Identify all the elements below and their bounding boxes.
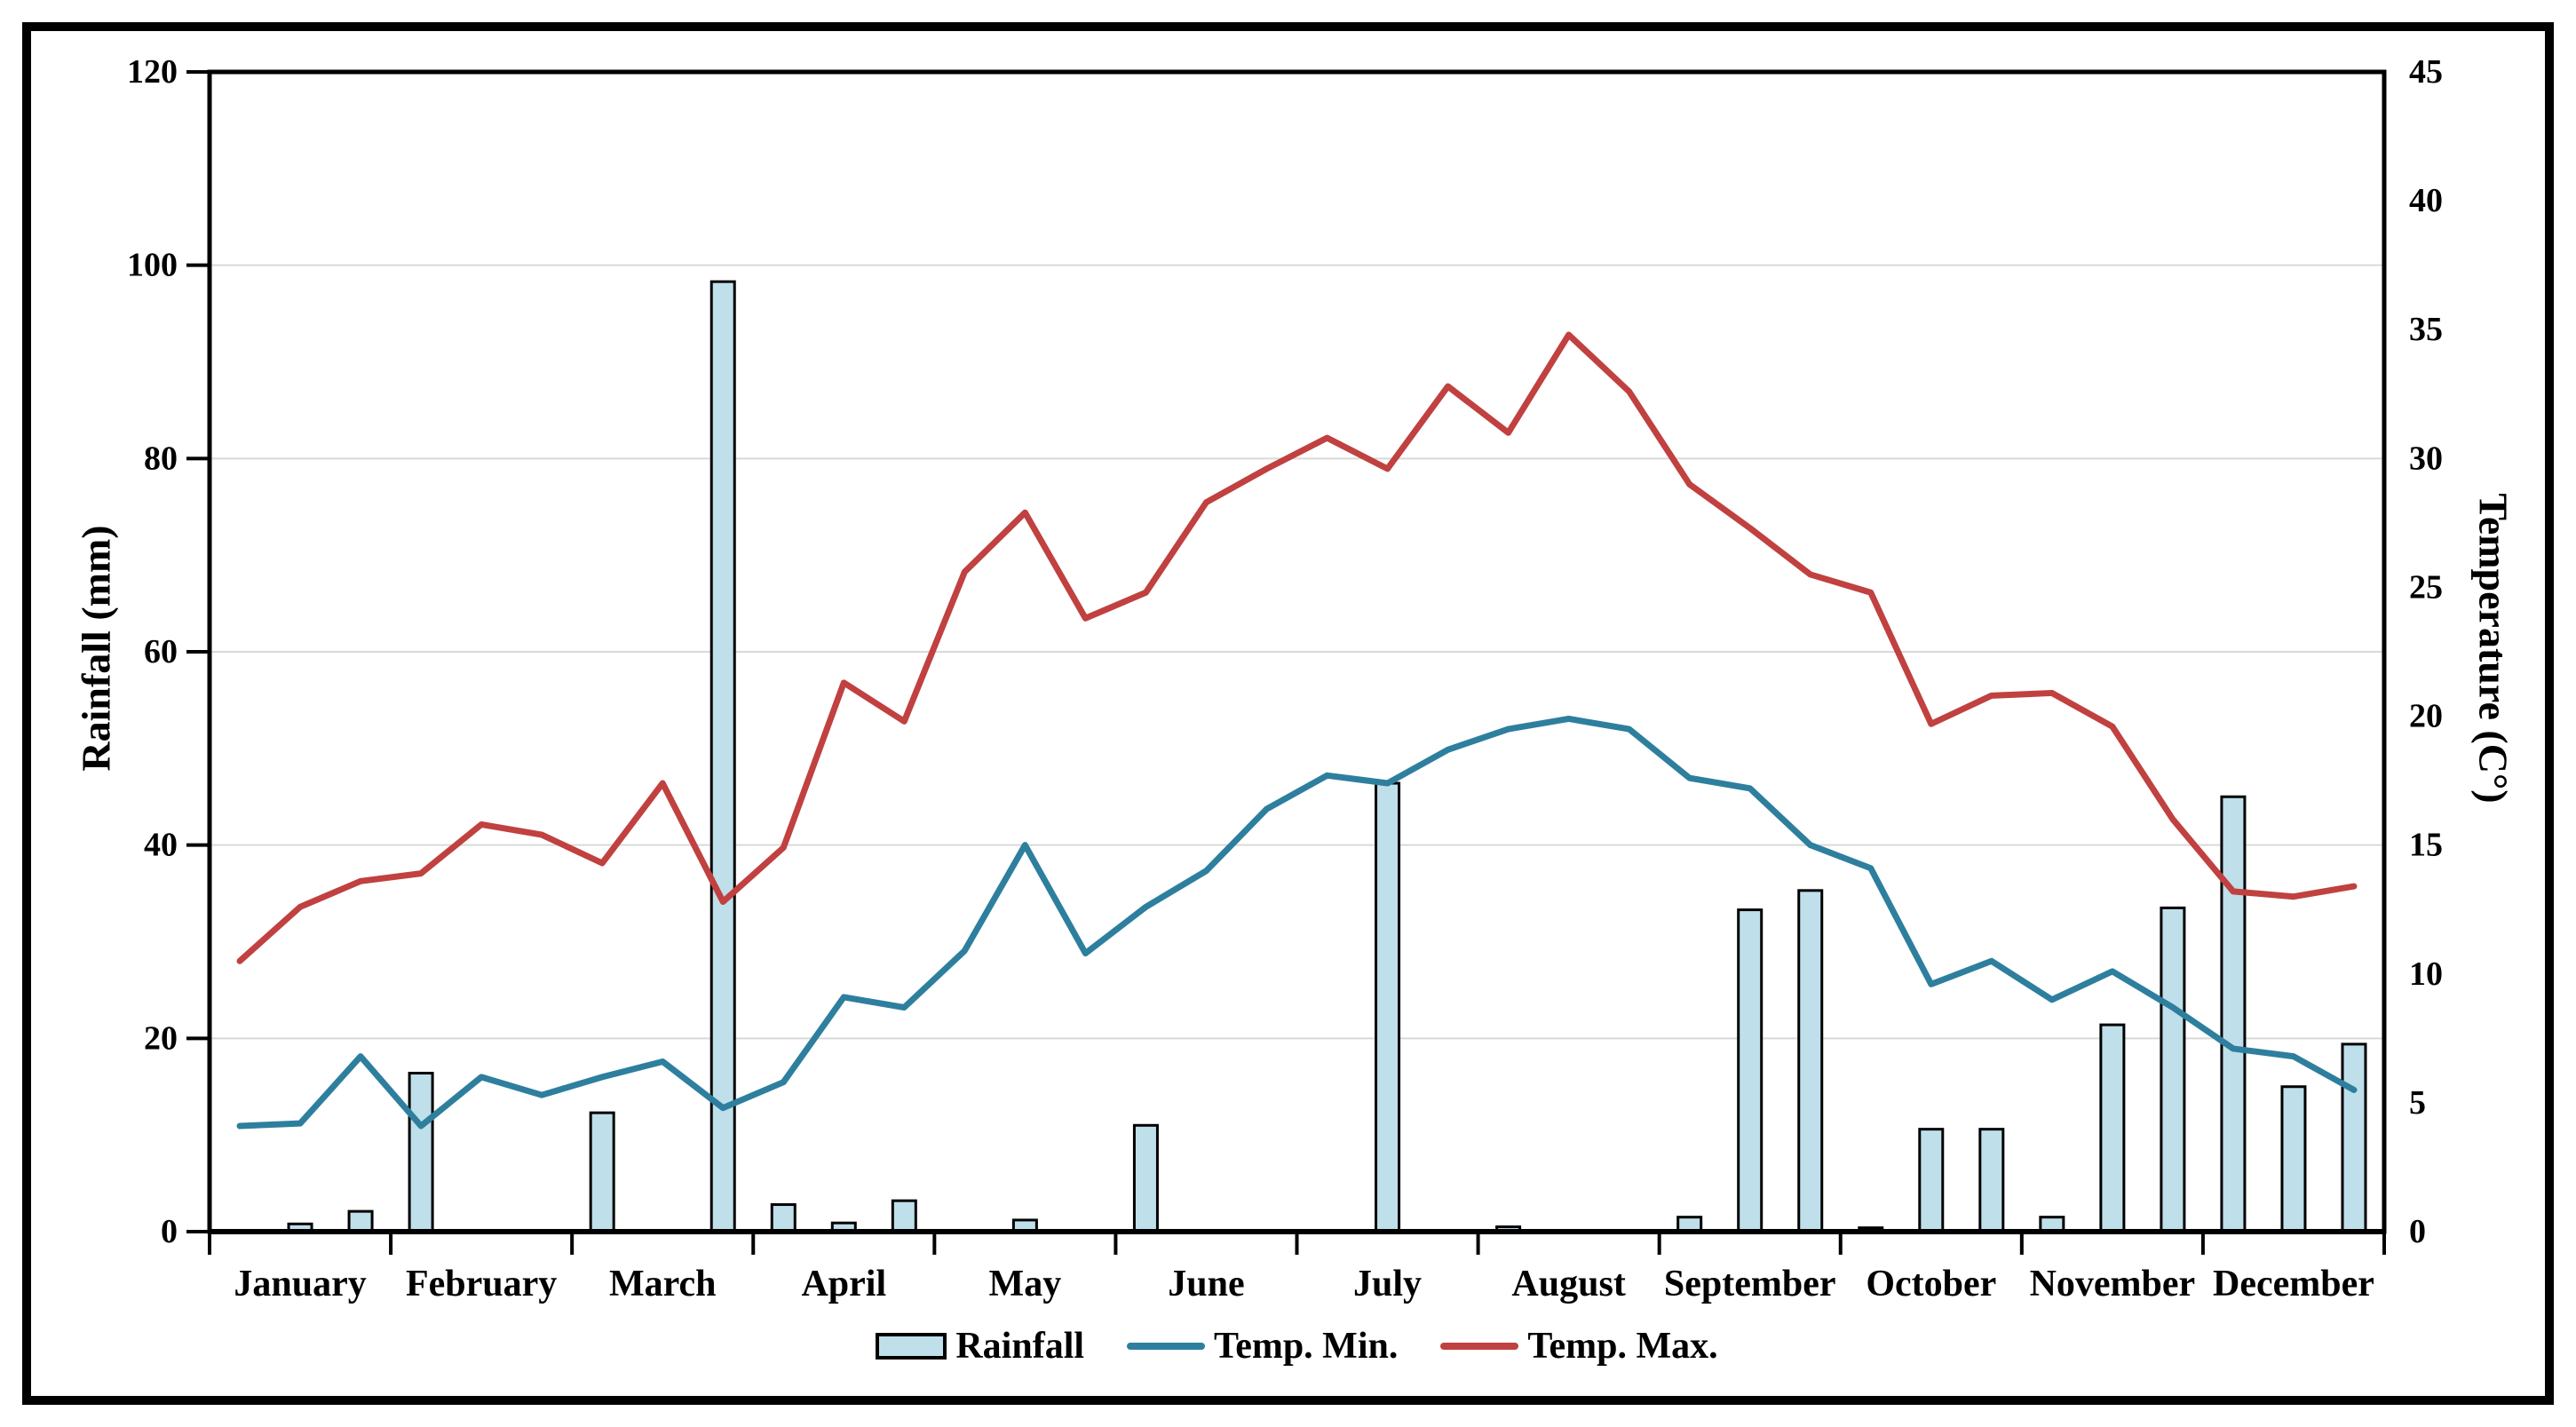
right-axis-title-text: Temperature (C°) [2470, 493, 2517, 804]
rainfall-bar [1132, 1123, 1159, 1233]
rainfall-bar [1797, 889, 1824, 1233]
right-axis-tick-label: 30 [2409, 440, 2443, 477]
month-label: March [609, 1264, 717, 1304]
right-axis-tick-label: 40 [2409, 182, 2443, 219]
month-label: August [1511, 1264, 1625, 1304]
rainfall-bar [1978, 1128, 2005, 1233]
legend-item-rainfall: Rainfall [876, 1325, 1084, 1368]
rainfall-bar [709, 280, 736, 1233]
month-label: February [406, 1264, 557, 1304]
rainfall-bar [770, 1203, 797, 1233]
rainfall-bar [589, 1111, 615, 1233]
right-axis-tick-label: 10 [2409, 955, 2443, 993]
left-axis-tick-label: 20 [144, 1019, 178, 1057]
chart-legend: Rainfall Temp. Min. Temp. Max. [210, 1325, 2384, 1368]
month-label: November [2030, 1264, 2196, 1304]
legend-rainfall-label: Rainfall [955, 1326, 1085, 1367]
month-label: October [1866, 1264, 1996, 1304]
right-axis-tick-label: 0 [2409, 1213, 2426, 1250]
legend-temp-min-label: Temp. Min. [1214, 1326, 1399, 1367]
right-axis-tick-label: 5 [2409, 1084, 2426, 1122]
rainfall-bar [2341, 1043, 2367, 1233]
rainfall-swatch-icon [876, 1333, 947, 1360]
temp-max-line [236, 331, 2358, 964]
legend-item-temp-max: Temp. Max. [1440, 1325, 1718, 1368]
legend-temp-max-label: Temp. Max. [1527, 1326, 1718, 1367]
left-axis-tick-label: 100 [127, 247, 178, 284]
rainfall-bar [408, 1072, 434, 1233]
month-label: April [801, 1264, 886, 1304]
right-axis-tick-label: 25 [2409, 568, 2443, 606]
month-label: June [1168, 1264, 1244, 1304]
month-label: December [2213, 1264, 2374, 1304]
month-label: January [234, 1264, 366, 1304]
month-label: July [1353, 1264, 1422, 1304]
right-axis-tick-label: 45 [2409, 53, 2443, 91]
left-axis-tick-label: 40 [144, 827, 178, 864]
temp-min-line-swatch-icon [1127, 1343, 1206, 1350]
rainfall-bar [2160, 906, 2186, 1233]
temp-max-line-swatch-icon [1440, 1343, 1519, 1350]
rainfall-bar [1918, 1128, 1945, 1233]
left-axis-tick-label: 80 [144, 440, 178, 477]
left-axis-title-text: Rainfall (mm) [73, 525, 119, 772]
rainfall-bar [1737, 908, 1764, 1233]
left-axis-tick-label: 60 [144, 633, 178, 670]
rainfall-bar [2220, 795, 2247, 1233]
temp-min-line [236, 715, 2358, 1130]
rainfall-bar [2280, 1085, 2307, 1233]
legend-item-temp-min: Temp. Min. [1127, 1325, 1398, 1368]
month-label: September [1664, 1264, 1836, 1304]
right-axis-tick-label: 15 [2409, 827, 2443, 864]
left-axis-tick-label: 0 [161, 1213, 178, 1250]
rainfall-bar [347, 1209, 374, 1233]
right-axis-tick-label: 35 [2409, 311, 2443, 348]
right-axis-tick-label: 20 [2409, 698, 2443, 735]
rainfall-bar [1375, 781, 1401, 1233]
left-axis-tick-label: 120 [127, 53, 178, 91]
month-label: May [989, 1264, 1062, 1304]
chart-outer-border [22, 22, 2554, 1405]
rainfall-bar [2099, 1023, 2126, 1233]
rainfall-bar [891, 1199, 917, 1233]
